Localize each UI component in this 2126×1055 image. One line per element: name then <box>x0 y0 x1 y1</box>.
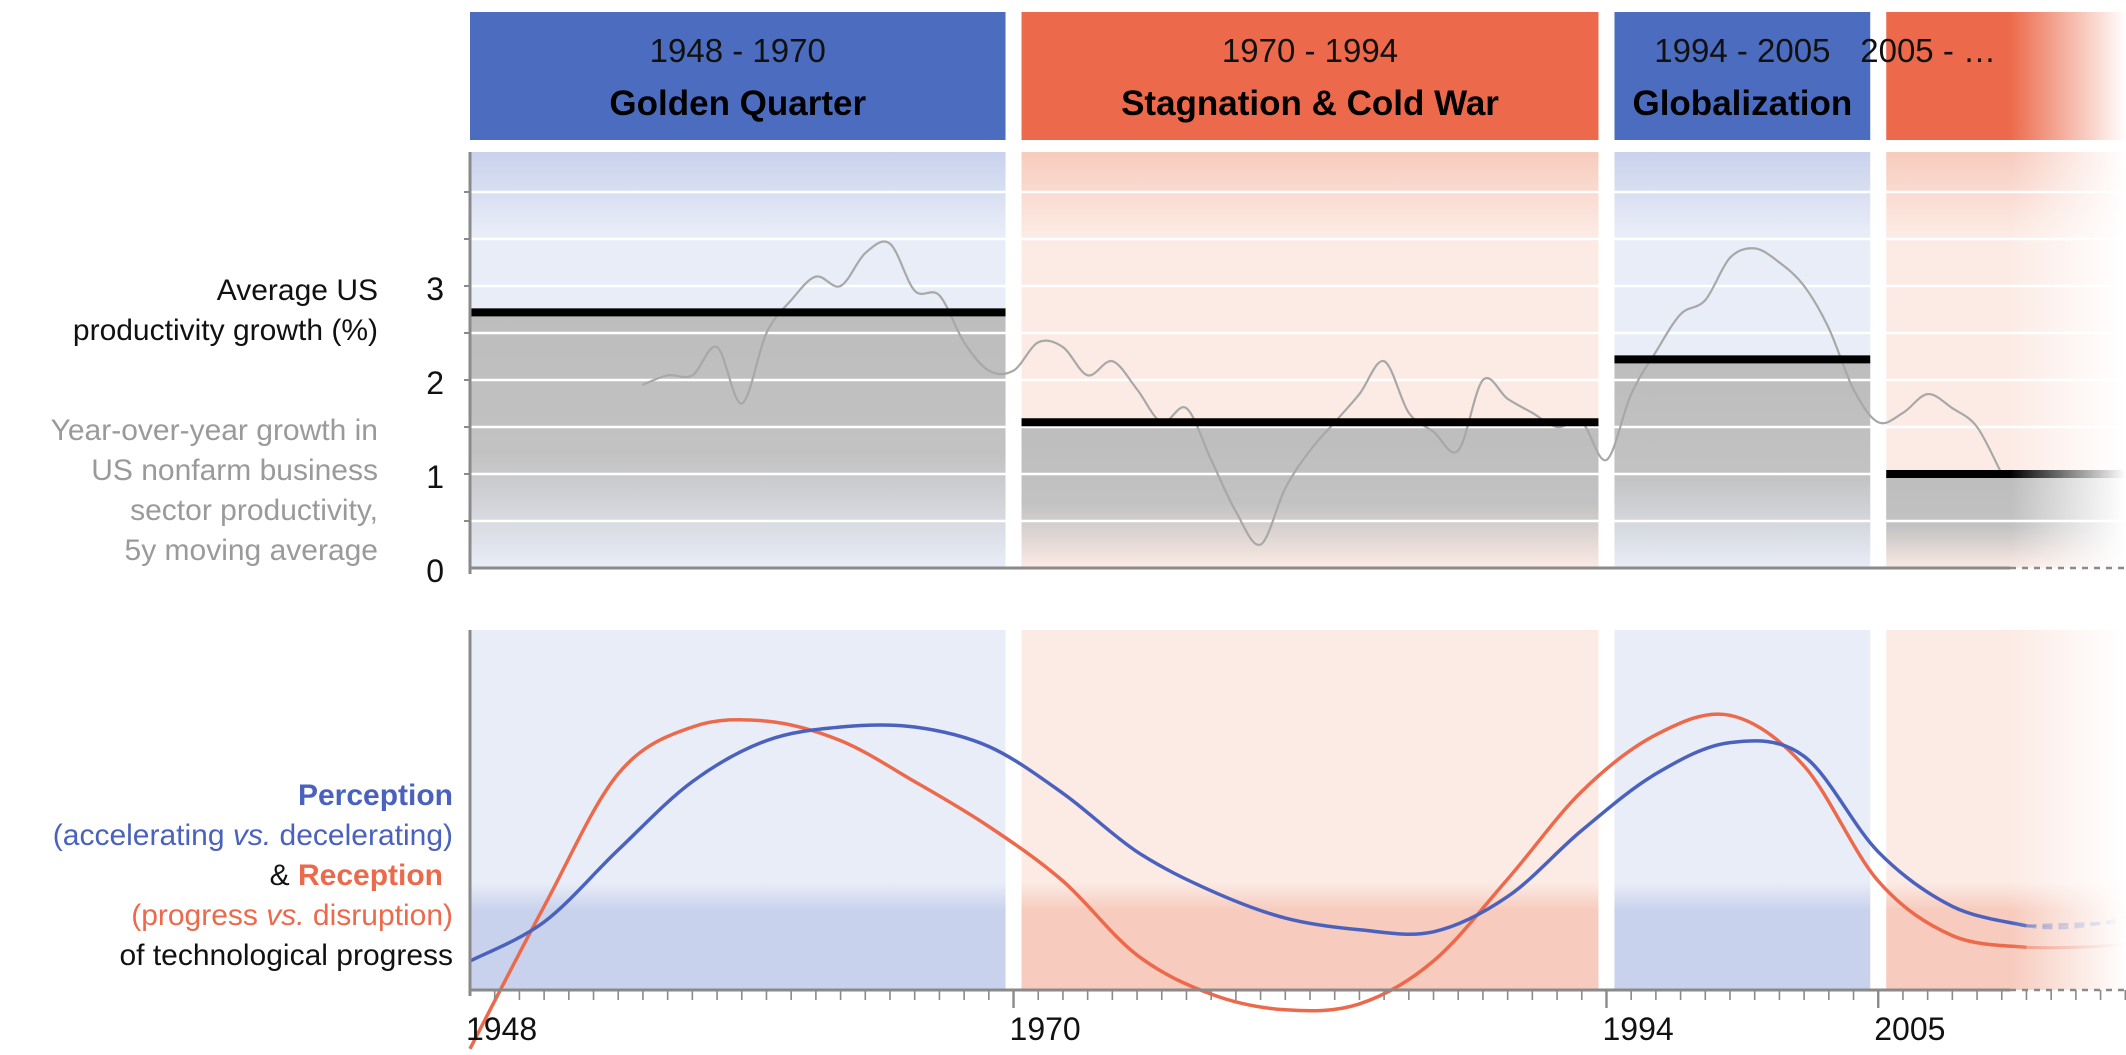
productivity-point <box>1309 449 1311 452</box>
productivity-point <box>1901 411 1904 414</box>
productivity-point <box>1234 510 1237 513</box>
bottom-chart-caption: of technological progress <box>119 939 453 972</box>
productivity-point <box>1877 421 1880 424</box>
productivity-point <box>1729 256 1731 259</box>
era-header-band <box>470 12 1006 140</box>
productivity-point <box>790 299 793 302</box>
productivity-point <box>1852 388 1855 391</box>
productivity-point <box>814 275 817 278</box>
productivity-point <box>1704 299 1707 302</box>
productivity-point <box>1185 407 1188 410</box>
productivity-point <box>1259 543 1262 546</box>
productivity-point <box>1654 350 1657 353</box>
ampersand: & <box>270 859 298 892</box>
era-period-label: 1994 - 2005 <box>1654 32 1830 69</box>
future-fade <box>2010 0 2126 1000</box>
perception-title: Perception <box>298 779 453 812</box>
productivity-point <box>691 374 694 377</box>
chart-caption: US nonfarm business <box>91 454 378 487</box>
productivity-point <box>1506 397 1509 400</box>
productivity-point <box>987 369 990 372</box>
productivity-point <box>1679 313 1682 316</box>
x-tick-label: 1970 <box>1010 1011 1081 1047</box>
productivity-point <box>1383 360 1386 363</box>
productivity-point <box>1086 374 1089 377</box>
era-period-label: 1970 - 1994 <box>1222 32 1398 69</box>
productivity-point <box>1432 430 1435 433</box>
productivity-point <box>1556 426 1559 428</box>
productivity-point <box>1778 261 1781 264</box>
productivity-point <box>1951 407 1954 410</box>
productivity-point <box>1531 411 1534 414</box>
era-name: Golden Quarter <box>609 84 866 123</box>
perception-subtitle: (accelerating vs. decelerating) <box>53 819 453 852</box>
y-tick-label: 3 <box>426 271 444 307</box>
productivity-point <box>839 285 842 287</box>
productivity-point <box>1210 458 1213 461</box>
productivity-point <box>1976 426 1979 428</box>
reception-title-text: Reception <box>298 859 443 892</box>
era-background-lower <box>1614 630 1871 990</box>
productivity-point <box>1111 360 1114 363</box>
productivity-point <box>666 374 669 377</box>
y-tick-label: 1 <box>426 459 444 495</box>
productivity-point <box>1827 327 1830 330</box>
perception-subtitle-part: vs. <box>233 819 271 852</box>
era-average-fill <box>1614 359 1871 568</box>
productivity-point <box>1753 247 1756 250</box>
chart-caption: sector productivity, <box>130 494 378 527</box>
productivity-point <box>938 294 941 297</box>
perception-subtitle-part: decelerating) <box>271 819 453 852</box>
productivity-point <box>641 383 644 386</box>
x-tick-label: 1948 <box>466 1011 537 1047</box>
productivity-point <box>1061 346 1064 349</box>
y-axis-title: productivity growth (%) <box>73 314 378 347</box>
productivity-point <box>1407 411 1410 414</box>
era-background-lower <box>1021 630 1599 990</box>
productivity-point <box>1803 285 1806 287</box>
era-average-fill <box>1021 422 1599 568</box>
era-period-label: 1948 - 1970 <box>650 32 826 69</box>
era-header-band <box>1614 12 1871 140</box>
productivity-point <box>1012 369 1015 372</box>
productivity-point <box>1605 458 1608 461</box>
productivity-point <box>740 402 743 405</box>
chart-caption: Year-over-year growth in <box>51 414 378 447</box>
perception-line <box>469 723 2027 963</box>
productivity-point <box>716 346 719 349</box>
era-average-fill <box>470 312 1006 568</box>
productivity-point <box>864 252 867 255</box>
productivity-point <box>1926 393 1929 396</box>
era-period-label: 2005 - … <box>1860 32 1996 69</box>
productivity-point <box>1136 388 1139 391</box>
productivity-point <box>1457 449 1460 452</box>
reception-subtitle-part: (progress <box>131 899 266 932</box>
x-tick-label: 2005 <box>1874 1011 1945 1047</box>
era-name: Stagnation & Cold War <box>1121 84 1499 123</box>
productivity-point <box>1481 379 1484 381</box>
productivity-point <box>963 341 966 344</box>
x-tick-label: 1994 <box>1602 1011 1673 1047</box>
reception-subtitle-part: vs. <box>266 899 304 932</box>
productivity-point <box>889 242 891 245</box>
reception-subtitle: (progress vs. disruption) <box>131 899 453 932</box>
productivity-point <box>1630 393 1633 396</box>
reception-title: & Reception <box>270 859 443 892</box>
y-tick-label: 0 <box>426 553 444 589</box>
productivity-point <box>1358 393 1361 396</box>
era-name: Globalization <box>1632 84 1852 123</box>
perception-subtitle-part: (accelerating <box>53 819 233 852</box>
y-axis-title: Average US <box>217 274 378 307</box>
era-header-band <box>1021 12 1599 140</box>
era-background-lower <box>470 630 1006 990</box>
productivity-point <box>1037 341 1040 344</box>
y-tick-label: 2 <box>426 365 444 401</box>
productivity-point <box>913 289 916 292</box>
chart-caption: 5y moving average <box>125 534 378 567</box>
reception-subtitle-part: disruption) <box>305 899 453 932</box>
productivity-point <box>1284 487 1287 490</box>
productivity-point <box>765 332 768 334</box>
reception-line <box>468 712 2027 1050</box>
